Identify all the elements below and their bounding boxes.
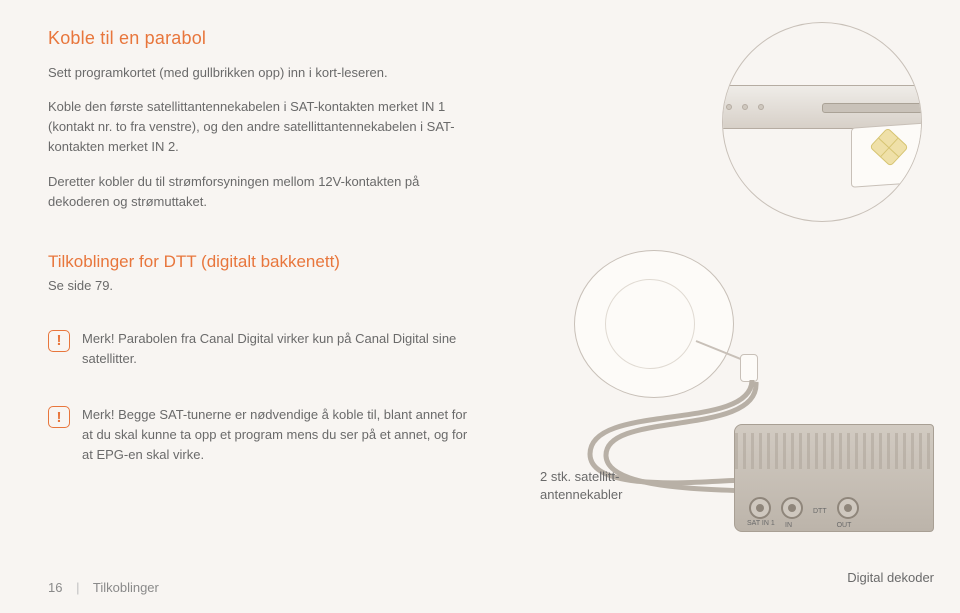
page-number: 16	[48, 580, 62, 595]
note-text: Merk! Parabolen fra Canal Digital virker…	[82, 329, 478, 369]
port-label: IN	[785, 522, 792, 529]
subsection-heading-dtt: Tilkoblinger for DTT (digitalt bakkenett…	[48, 252, 478, 272]
card-chip-icon	[869, 127, 909, 166]
illustration-decoder-card	[582, 22, 922, 222]
port-dtt-in	[781, 497, 803, 519]
see-reference: Se side 79.	[48, 278, 478, 293]
alert-icon: !	[48, 406, 70, 428]
port-label: SAT IN 1	[747, 520, 775, 527]
smartcard-icon	[851, 122, 922, 187]
paragraph-power: Deretter kobler du til strømforsyningen …	[48, 172, 478, 212]
note-sat-tuners: ! Merk! Begge SAT-tunerne er nødvendige …	[48, 405, 478, 465]
note-text: Merk! Begge SAT-tunerne er nødvendige å …	[82, 405, 478, 465]
decoder-label: Digital dekoder	[847, 570, 934, 585]
port-dtt-out	[837, 497, 859, 519]
illustration-dish-cables: SAT IN 1 IN DTT OUT 2 stk. satellitt- an…	[520, 242, 900, 522]
section-name: Tilkoblinger	[93, 580, 159, 595]
section-heading: Koble til en parabol	[48, 28, 478, 49]
page-footer: 16 | Tilkoblinger	[48, 580, 159, 595]
decoder-back-icon: SAT IN 1 IN DTT OUT	[734, 424, 934, 532]
port-sat-in-1: SAT IN 1	[749, 497, 771, 519]
port-label: OUT	[837, 522, 852, 529]
decoder-front-icon	[722, 85, 922, 129]
paragraph-insert-card: Sett programkortet (med gullbrikken opp)…	[48, 63, 478, 83]
port-group-label: DTT	[813, 508, 827, 519]
paragraph-connect-cables: Koble den første satellittantennekabelen…	[48, 97, 478, 157]
magnifier-circle	[722, 22, 922, 222]
alert-icon: !	[48, 330, 70, 352]
cable-count-label: 2 stk. satellitt- antennekabler	[540, 468, 622, 504]
note-parabol: ! Merk! Parabolen fra Canal Digital virk…	[48, 329, 478, 369]
